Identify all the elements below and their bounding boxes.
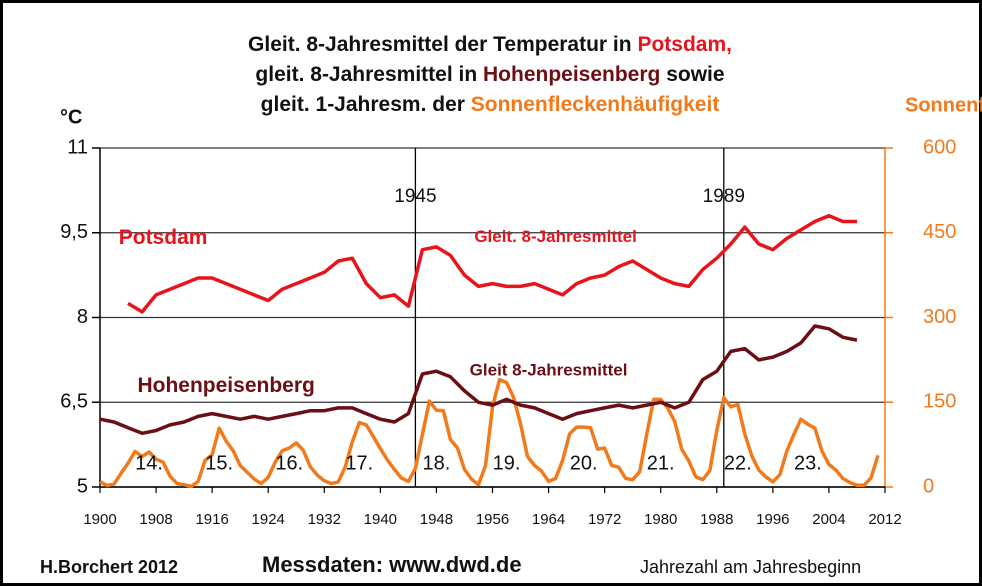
y-tick-label: 6,5 (60, 391, 88, 413)
x-tick-label: 1932 (308, 511, 341, 528)
y2-axis-label: Sonnenfl. (905, 94, 982, 116)
y2-tick-label: 450 (923, 221, 956, 243)
x-tick-label: 1964 (532, 511, 565, 528)
cycle-label: 17. (345, 453, 373, 475)
title-segment: gleit. 8-Jahresmittel in (255, 63, 483, 86)
x-tick-label: 1924 (252, 511, 285, 528)
cycle-label: 18. (423, 453, 451, 475)
title-segment: Gleit. 8-Jahresmittel der Temperatur in (248, 33, 637, 56)
x-tick-label: 2012 (868, 511, 901, 528)
title-segment: Potsdam, (637, 33, 732, 56)
x-tick-label: 1980 (644, 511, 677, 528)
cycle-label: 15. (205, 453, 233, 475)
y2-tick-label: 0 (923, 475, 934, 497)
cycle-label: 16. (275, 453, 303, 475)
x-tick-label: 1940 (364, 511, 397, 528)
chart-title: Gleit. 8-Jahresmittel der Temperatur in … (248, 33, 732, 116)
title-line: gleit. 8-Jahresmittel in Hohenpeisenberg… (255, 63, 724, 86)
footer-note: Jahrezahl am Jahresbeginn (640, 557, 861, 577)
title-segment: gleit. 1-Jahresm. der (261, 93, 471, 116)
series-label: Hohenpeisenberg (137, 374, 314, 397)
cycle-label: 14. (135, 453, 163, 475)
title-segment: sowie (660, 63, 724, 86)
event-label: 1945 (394, 186, 436, 207)
x-tick-label: 1908 (139, 511, 172, 528)
title-line: gleit. 1-Jahresm. der Sonnenfleckenhäufi… (261, 93, 720, 116)
x-tick-label: 1900 (83, 511, 116, 528)
x-tick-label: 2004 (812, 511, 845, 528)
series-label: Potsdam (119, 226, 208, 249)
y-tick-label: 9,5 (60, 221, 88, 243)
x-tick-label: 1948 (420, 511, 453, 528)
y2-tick-label: 150 (923, 391, 956, 413)
x-tick-label: 1956 (476, 511, 509, 528)
y-tick-label: 8 (77, 306, 88, 328)
x-tick-label: 1988 (700, 511, 733, 528)
cycle-label: 21. (647, 453, 675, 475)
footer-source: Messdaten: www.dwd.de (262, 552, 522, 577)
data-line (99, 377, 880, 489)
series-label: Gleit 8-Jahresmittel (470, 361, 628, 380)
data-line (127, 214, 857, 314)
y-axis-label: °C (60, 106, 82, 128)
y-tick-label: 11 (67, 136, 88, 158)
cycle-label: 19. (493, 453, 521, 475)
title-segment: Hohenpeisenberg (483, 63, 660, 86)
cycle-label: 20. (570, 453, 598, 475)
title-segment: Sonnenfleckenhäufigkeit (471, 93, 720, 116)
footer-author: H.Borchert 2012 (40, 557, 178, 577)
y-tick-label: 5 (77, 475, 88, 497)
x-tick-label: 1972 (588, 511, 621, 528)
y2-tick-label: 300 (923, 306, 956, 328)
cycle-label: 22. (724, 453, 752, 475)
series-label: Gleit. 8-Jahresmittel (474, 227, 637, 246)
y2-tick-label: 600 (923, 136, 956, 158)
x-tick-label: 1916 (195, 511, 228, 528)
title-line: Gleit. 8-Jahresmittel der Temperatur in … (248, 33, 732, 56)
cycle-label: 23. (794, 453, 822, 475)
data-line (99, 324, 858, 436)
x-tick-label: 1996 (756, 511, 789, 528)
event-label: 1989 (703, 186, 745, 207)
